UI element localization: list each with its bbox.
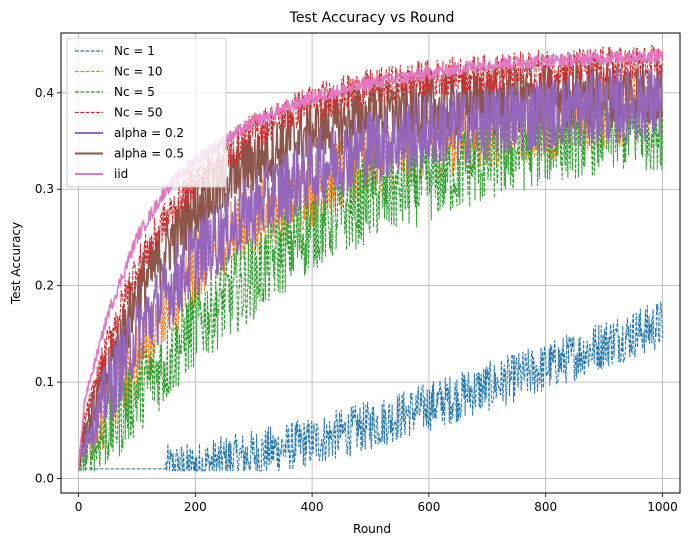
y-tick-label: 0.2 [35, 279, 54, 293]
y-tick-label: 0.4 [35, 86, 54, 100]
chart-title: Test Accuracy vs Round [289, 10, 455, 26]
y-axis-label: Test Accuracy [9, 222, 23, 305]
series-line [78, 45, 663, 463]
legend-label: Nc = 10 [114, 65, 163, 79]
series-line [77, 66, 664, 471]
x-tick-label: 0 [75, 500, 83, 514]
legend-label: Nc = 1 [114, 44, 155, 58]
x-axis-label: Round [353, 522, 391, 536]
series-line [78, 85, 663, 472]
legend-label: Nc = 50 [114, 106, 163, 120]
legend-box [66, 37, 227, 188]
plot-frame [60, 32, 681, 494]
legend-label: iid [114, 167, 128, 181]
legend-label: alpha = 0.2 [114, 126, 184, 140]
ticks: 0 200 400 600 800 1000 0.0 0.1 0.2 0.3 0.4 [35, 86, 678, 514]
legend-label: Nc = 5 [114, 85, 155, 99]
x-tick-label: 800 [534, 500, 557, 514]
x-tick-label: 200 [184, 500, 207, 514]
y-tick-label: 0.0 [35, 472, 54, 486]
series-line [78, 301, 663, 472]
y-tick-label: 0.1 [35, 375, 54, 389]
legend: Nc = 1 Nc = 10 Nc = 5 Nc = 50 alpha = 0.2 alp… [66, 37, 227, 188]
x-tick-label: 600 [417, 500, 440, 514]
x-tick-label: 400 [301, 500, 324, 514]
x-tick-label: 1000 [647, 500, 678, 514]
y-tick-label: 0.3 [35, 182, 54, 196]
legend-label: alpha = 0.5 [114, 147, 184, 161]
